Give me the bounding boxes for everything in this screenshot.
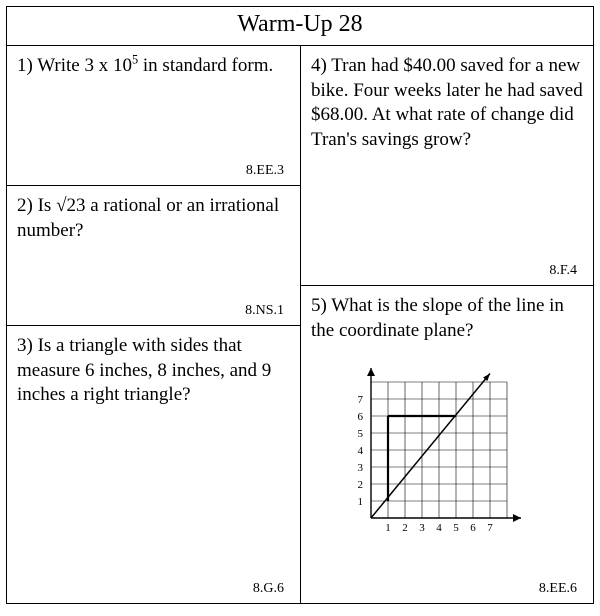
question-1: 1) Write 3 x 105 in standard form. 8.EE.… (7, 46, 300, 186)
svg-text:2: 2 (358, 479, 364, 491)
svg-text:7: 7 (358, 394, 364, 406)
questions-grid: 1) Write 3 x 105 in standard form. 8.EE.… (7, 45, 593, 603)
q3-standard: 8.G.6 (253, 581, 284, 597)
question-1-text: 1) Write 3 x 105 in standard form. (17, 54, 290, 79)
question-3-text: 3) Is a triangle with sides that measure… (17, 334, 290, 408)
question-5: 5) What is the slope of the line in the … (301, 286, 593, 603)
svg-text:6: 6 (358, 411, 364, 423)
svg-text:2: 2 (402, 522, 408, 534)
right-column: 4) Tran had $40.00 saved for a new bike.… (301, 46, 593, 603)
svg-text:4: 4 (436, 522, 442, 534)
q2-standard: 8.NS.1 (245, 303, 284, 319)
question-5-text: 5) What is the slope of the line in the … (311, 294, 583, 343)
coordinate-plane-chart: 12345671234567 (339, 356, 539, 546)
question-4: 4) Tran had $40.00 saved for a new bike.… (301, 46, 593, 286)
q2-prefix: 2) Is (17, 195, 56, 216)
q1-suffix: in standard form. (138, 55, 273, 76)
q1-prefix: 1) Write 3 x 10 (17, 55, 132, 76)
q5-standard: 8.EE.6 (539, 581, 577, 597)
svg-text:5: 5 (453, 522, 459, 534)
svg-text:3: 3 (358, 462, 364, 474)
question-3: 3) Is a triangle with sides that measure… (7, 326, 300, 603)
worksheet-frame: Warm-Up 28 1) Write 3 x 105 in standard … (6, 6, 594, 604)
svg-text:5: 5 (358, 428, 364, 440)
svg-text:1: 1 (358, 496, 364, 508)
svg-text:4: 4 (358, 445, 364, 457)
question-2-text: 2) Is √23 a rational or an irrational nu… (17, 194, 290, 243)
question-4-text: 4) Tran had $40.00 saved for a new bike.… (311, 54, 583, 153)
q2-radical: √23 (56, 195, 85, 216)
svg-text:6: 6 (470, 522, 476, 534)
svg-text:3: 3 (419, 522, 425, 534)
q4-standard: 8.F.4 (549, 263, 577, 279)
left-column: 1) Write 3 x 105 in standard form. 8.EE.… (7, 46, 301, 603)
q1-standard: 8.EE.3 (246, 163, 284, 179)
worksheet-title: Warm-Up 28 (7, 7, 593, 44)
question-2: 2) Is √23 a rational or an irrational nu… (7, 186, 300, 326)
svg-text:1: 1 (385, 522, 391, 534)
svg-text:7: 7 (487, 522, 493, 534)
chart-svg: 12345671234567 (339, 356, 539, 546)
